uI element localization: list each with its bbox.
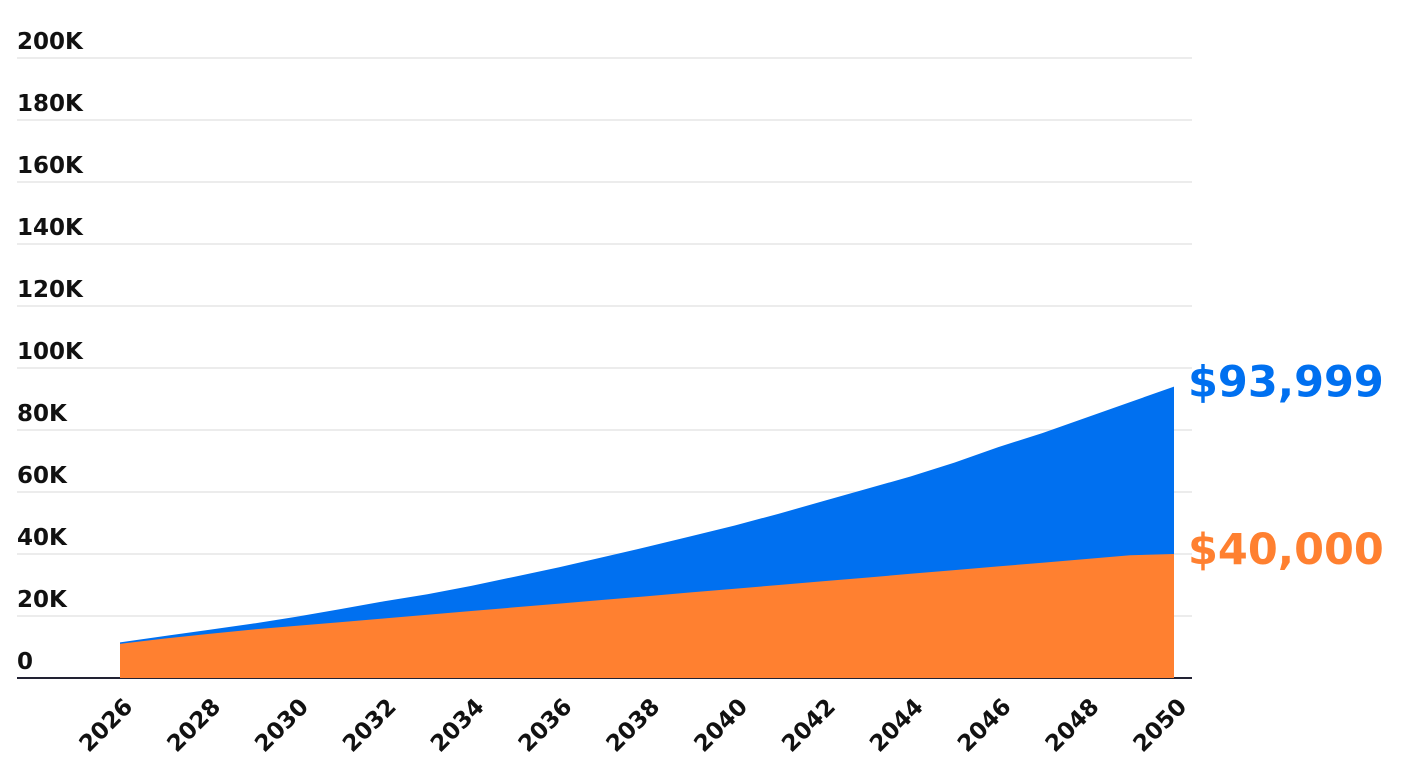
- x-tick-label: 2034: [426, 694, 490, 758]
- y-tick-label: 60K: [17, 463, 68, 489]
- x-tick-label: 2030: [250, 694, 314, 758]
- y-tick-label: 80K: [17, 401, 68, 427]
- series-end-label: $40,000: [1188, 525, 1384, 575]
- y-tick-label: 140K: [17, 215, 84, 241]
- x-tick-label: 2036: [514, 694, 578, 758]
- x-tick-label: 2048: [1041, 694, 1105, 758]
- series-end-labels: $93,999 $40,000: [1188, 358, 1384, 575]
- x-axis-tick-labels: 2026 2028 2030 2032 2034 2036 2038 2040 2042 2044…: [75, 694, 1193, 758]
- y-tick-label: 20K: [17, 587, 68, 613]
- y-axis-tick-labels: 0 20K 40K 60K 80K 100K 120K 140K 160K 180K 200K: [17, 29, 84, 675]
- y-tick-label: 120K: [17, 277, 84, 303]
- y-tick-label: 160K: [17, 153, 84, 179]
- y-tick-label: 100K: [17, 339, 84, 365]
- x-tick-label: 2044: [865, 694, 929, 758]
- y-tick-label: 0: [17, 649, 33, 675]
- y-tick-label: 200K: [17, 29, 84, 55]
- x-tick-label: 2040: [689, 694, 753, 758]
- y-tick-label: 40K: [17, 525, 68, 551]
- x-tick-label: 2050: [1129, 694, 1193, 758]
- y-tick-label: 180K: [17, 91, 84, 117]
- x-tick-label: 2032: [338, 694, 402, 758]
- x-tick-label: 2038: [602, 694, 666, 758]
- area-series: [120, 386, 1174, 678]
- x-tick-label: 2042: [777, 694, 841, 758]
- x-tick-label: 2046: [953, 694, 1017, 758]
- series-end-label: $93,999: [1188, 358, 1384, 408]
- x-tick-label: 2026: [75, 694, 139, 758]
- x-tick-label: 2028: [162, 694, 226, 758]
- area-series-2: [120, 554, 1174, 678]
